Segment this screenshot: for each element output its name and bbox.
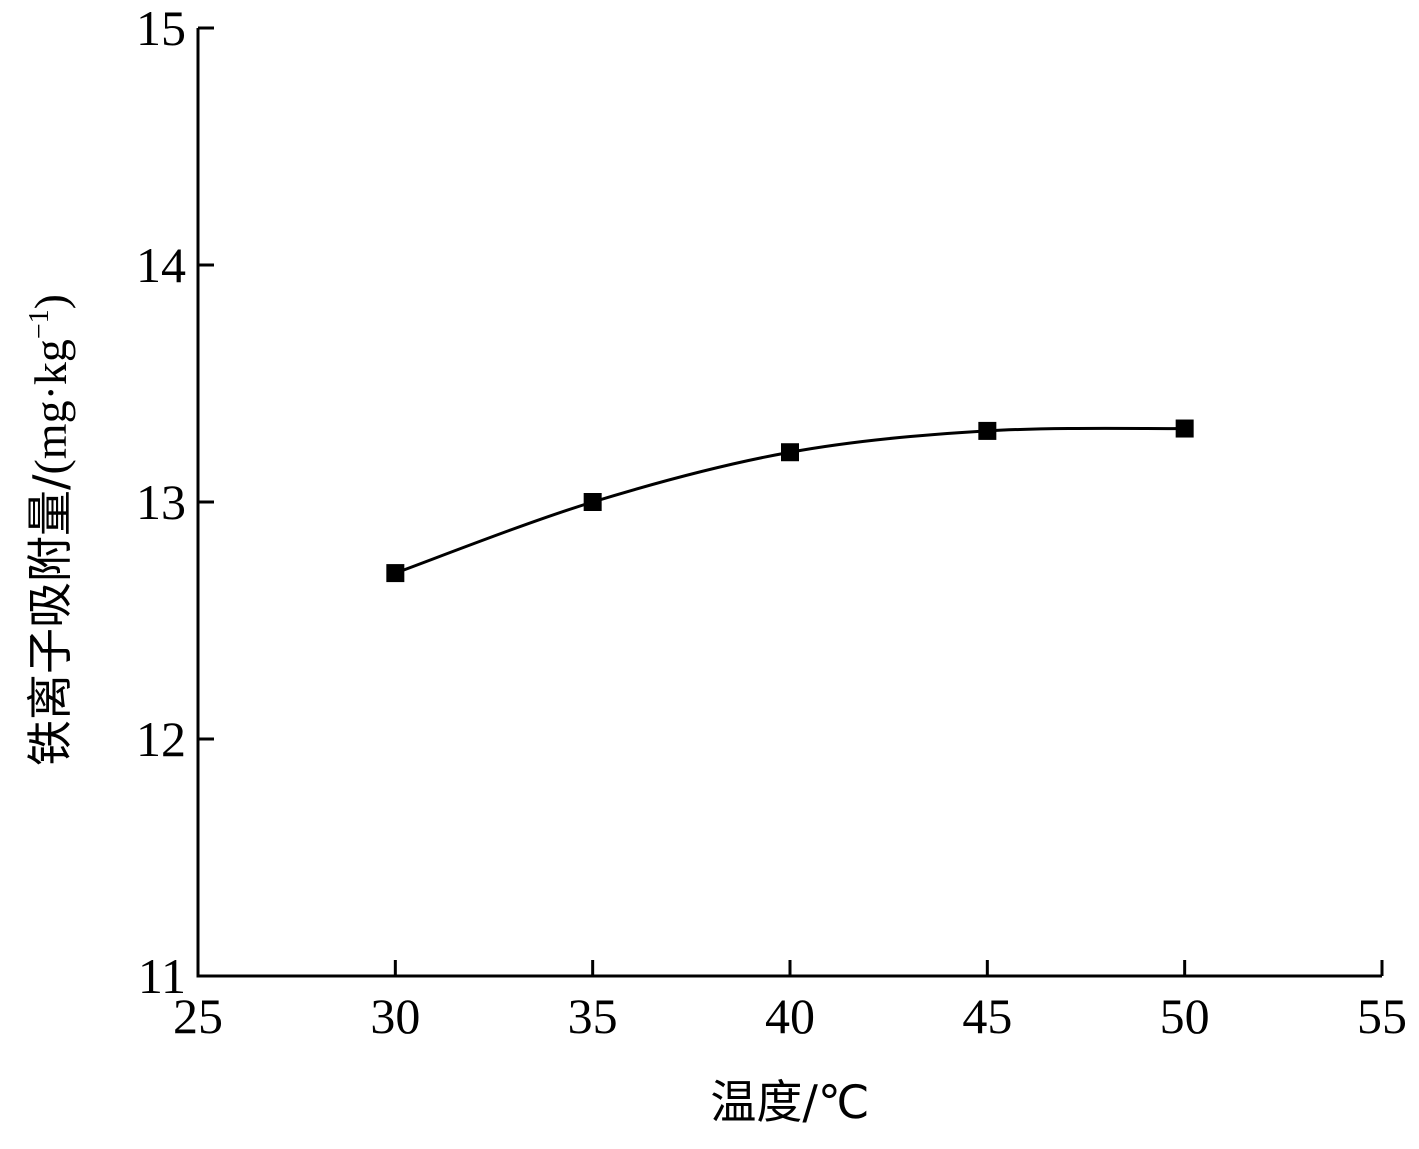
x-tick-label: 50 (1160, 988, 1210, 1044)
y-axis-title-group: 铁离子吸附量/(mg·kg−1) (23, 294, 77, 766)
x-tick-label: 40 (765, 988, 815, 1044)
x-tick-label: 30 (370, 988, 420, 1044)
axes (196, 28, 1382, 978)
x-tick-label: 25 (173, 988, 223, 1044)
data-point (583, 493, 602, 511)
data-point (978, 421, 997, 440)
data-point (781, 443, 799, 462)
x-tick-label: 55 (1357, 988, 1407, 1044)
y-tick-label: 13 (136, 474, 186, 530)
y-axis-title-exponent: −1 (24, 309, 55, 339)
y-axis-title-unit: (mg·kg (25, 339, 76, 474)
x-axis-title: 温度/℃ (710, 1075, 869, 1129)
y-tick-label: 15 (136, 0, 186, 56)
y-axis-title: 铁离子吸附量/(mg·kg−1) (23, 294, 77, 766)
y-tick-label: 14 (136, 237, 186, 293)
x-tick-label: 35 (568, 988, 618, 1044)
series (386, 419, 1194, 583)
y-axis-title-main: 铁离子吸附量/ (23, 474, 77, 766)
ticks: 11 12 13 14 15 25 30 35 40 45 50 55 (136, 0, 1407, 1044)
data-point (1175, 419, 1194, 438)
data-point (386, 564, 405, 583)
y-tick-label: 11 (138, 948, 186, 1004)
x-tick-label: 45 (962, 988, 1012, 1044)
y-tick-label: 12 (136, 711, 186, 767)
y-axis-title-close: ) (25, 294, 76, 309)
